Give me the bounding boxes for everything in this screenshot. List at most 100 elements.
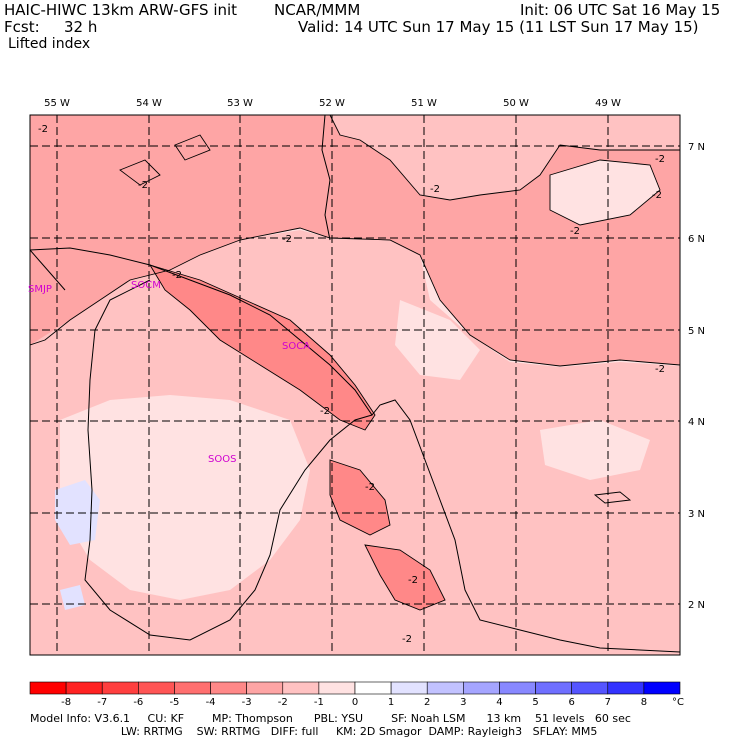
forecast-hour: 32 h <box>64 18 98 36</box>
colorbar-tick-label: -8 <box>61 697 71 708</box>
colorbar-swatch <box>535 681 572 695</box>
contour-value: -2 <box>655 364 665 375</box>
interior-light <box>60 395 310 600</box>
colorbar-swatch <box>101 681 139 695</box>
model-info-line1: Model Info: V3.6.1 CU: KF MP: Thompson P… <box>30 712 631 725</box>
contour-value: -2 <box>652 190 662 201</box>
colorbar-tick-label: 1 <box>388 697 394 708</box>
model-info-line2: LW: RRTMG SW: RRTMG DIFF: full KM: 2D Sm… <box>30 725 598 738</box>
station-label: SMJP <box>28 284 52 295</box>
contour-value: -2 <box>320 406 330 417</box>
coastal-strip <box>150 265 375 430</box>
contour-line-south-2 <box>364 544 446 611</box>
colorbar-swatch <box>282 681 320 695</box>
blue-patch-1 <box>55 480 100 545</box>
colorbar-swatch <box>318 681 356 695</box>
colorbar-tick-label: -4 <box>206 697 216 708</box>
contour-value: -2 <box>430 184 440 195</box>
colorbar-swatch <box>354 681 392 695</box>
lon-label: 55 W <box>44 98 70 109</box>
graticule <box>30 115 680 655</box>
colorbar-swatch <box>607 681 645 695</box>
contour-value: -2 <box>38 124 48 135</box>
colorbar-tick-label: -6 <box>133 697 143 708</box>
colorbar-tick-label: -2 <box>278 697 288 708</box>
border-west <box>30 249 66 291</box>
colorbar-swatch <box>426 681 464 695</box>
colorbar-tick-label: -3 <box>242 697 252 708</box>
model-title: HAIC-HIWC 13km ARW-GFS init <box>4 1 238 19</box>
contour-value: -2 <box>138 180 148 191</box>
map-frame <box>29 114 681 656</box>
coastline <box>30 247 680 653</box>
contour-line-small-1 <box>119 159 161 186</box>
east-light-1 <box>395 300 480 380</box>
colorbar-tick-label: 4 <box>496 697 502 708</box>
latitude-labels: 7 N 6 N 5 N 4 N 3 N 2 N <box>688 142 705 611</box>
lon-label: 49 W <box>595 98 621 109</box>
lat-label: 3 N <box>688 509 705 520</box>
lat-label: 4 N <box>688 417 705 428</box>
contour-line-small-2 <box>174 134 211 161</box>
contour-line-north <box>329 115 680 201</box>
south-pocket-2 <box>365 545 445 610</box>
colorbar-swatch <box>29 681 67 695</box>
contour-value: -2 <box>402 634 412 645</box>
colorbar-tick-label: -5 <box>169 697 179 708</box>
colorbar-swatch <box>138 681 175 695</box>
coastlines-borders <box>30 115 680 653</box>
border-suriname-french-guiana <box>84 279 373 641</box>
field-name: Lifted index <box>8 36 91 52</box>
colorbar-tick-label: 7 <box>605 697 611 708</box>
lon-label: 50 W <box>503 98 529 109</box>
contour-value: -2 <box>570 226 580 237</box>
valid-time: Valid: 14 UTC Sun 17 May 15 (11 LST Sun … <box>298 18 699 36</box>
lat-label: 7 N <box>688 142 705 153</box>
station-label: SOCA <box>282 341 310 352</box>
station-labels: SMJP SOCM SOCA SOOS <box>28 280 310 465</box>
lat-label: 2 N <box>688 600 705 611</box>
contour-value: -2 <box>172 270 182 281</box>
lon-label: 51 W <box>411 98 437 109</box>
lon-label: 52 W <box>319 98 345 109</box>
colorbar-tick-label: 2 <box>424 697 430 708</box>
colorbar-tick-label: -1 <box>314 697 324 708</box>
colorbar-unit: °C <box>672 697 684 708</box>
colorbar-tick-label: -7 <box>97 697 107 708</box>
river-line <box>321 115 331 241</box>
colorbar-swatch <box>463 681 500 695</box>
lat-label: 6 N <box>688 234 705 245</box>
colorbar-swatch <box>571 681 609 695</box>
colorbar-swatch <box>390 681 428 695</box>
lon-label: 53 W <box>227 98 253 109</box>
colorbar-swatch <box>643 681 681 695</box>
contour-line-east <box>549 159 661 226</box>
contour-line-coast <box>149 264 376 431</box>
colorbar-tick-label: 5 <box>532 697 538 708</box>
colorbar-swatch <box>210 681 247 695</box>
colorbar-swatch <box>174 681 211 695</box>
band-minus2-north <box>330 115 680 200</box>
colorbar-tick-label: 3 <box>460 697 466 708</box>
east-light-3 <box>550 160 660 225</box>
colorbar: -8 -7 -6 -5 -4 -3 -2 -1 0 1 2 3 4 5 6 7 8 <box>29 681 681 708</box>
contour-value: -2 <box>365 482 375 493</box>
colorbar-tick-label: 0 <box>352 697 358 708</box>
contours <box>30 115 680 611</box>
forecast-label: Fcst: <box>4 18 40 36</box>
lifted-index-field <box>30 115 680 655</box>
longitude-labels: 55 W 54 W 53 W 52 W 51 W 50 W 49 W <box>44 98 621 109</box>
contour-line-main <box>30 227 680 367</box>
colorbar-swatch <box>65 681 103 695</box>
org-label: NCAR/MMM <box>274 1 361 19</box>
lon-label: 54 W <box>136 98 162 109</box>
colorbar-swatch <box>246 681 284 695</box>
colorbar-tick-label: 8 <box>641 697 647 708</box>
contour-labels: -2 -2 -2 -2 -2 -2 -2 -2 -2 -2 -2 -2 -2 <box>38 124 665 645</box>
station-label: SOCM <box>131 280 161 291</box>
contour-line-small-3 <box>593 491 632 504</box>
init-time: Init: 06 UTC Sat 16 May 15 <box>520 1 721 19</box>
south-pocket-1 <box>330 460 390 535</box>
contour-value: -2 <box>282 234 292 245</box>
